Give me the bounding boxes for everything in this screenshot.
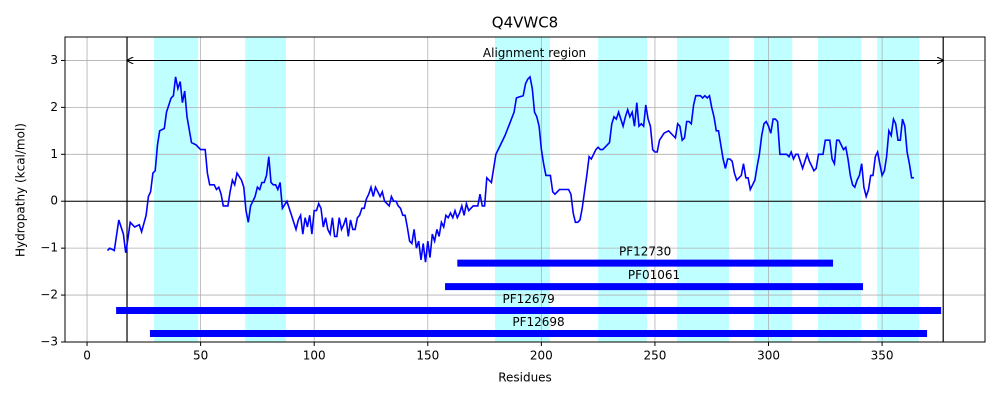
- hydropathy-line: [106, 75, 914, 263]
- region: [676, 37, 729, 342]
- y-tick-label: −1: [40, 241, 58, 255]
- y-tick-label: 0: [50, 194, 58, 208]
- domain-label: PF12698: [512, 315, 564, 329]
- x-tick-label: 50: [193, 349, 208, 363]
- annotation: Alignment region: [483, 46, 586, 60]
- x-tick-label: 100: [303, 349, 326, 363]
- y-tick-label: 1: [50, 147, 58, 161]
- chart-title: Q4VWC8: [492, 14, 558, 32]
- region: [598, 37, 647, 342]
- region: [245, 37, 287, 342]
- plot-frame: [64, 36, 986, 343]
- y-tick-label: −2: [40, 288, 58, 302]
- region: [753, 37, 793, 342]
- y-axis-label: Hydropathy (kcal/mol): [14, 123, 28, 257]
- x-tick-label: 0: [83, 349, 91, 363]
- x-tick-label: 250: [643, 349, 666, 363]
- y-tick-label: 2: [50, 100, 58, 114]
- domain-label: PF12730: [619, 245, 671, 259]
- x-tick-label: 150: [416, 349, 439, 363]
- region: [877, 37, 920, 342]
- x-tick-label: 300: [757, 349, 780, 363]
- y-tick-label: −3: [40, 335, 58, 349]
- domain-label: PF01061: [628, 268, 680, 282]
- x-tick-label: 200: [530, 349, 553, 363]
- x-tick-label: 350: [871, 349, 894, 363]
- region: [818, 37, 862, 342]
- region: [495, 37, 550, 342]
- x-axis-label: Residues: [498, 371, 552, 385]
- y-tick-label: 3: [50, 53, 58, 67]
- domain-label: PF12679: [502, 292, 554, 306]
- region: [154, 37, 199, 342]
